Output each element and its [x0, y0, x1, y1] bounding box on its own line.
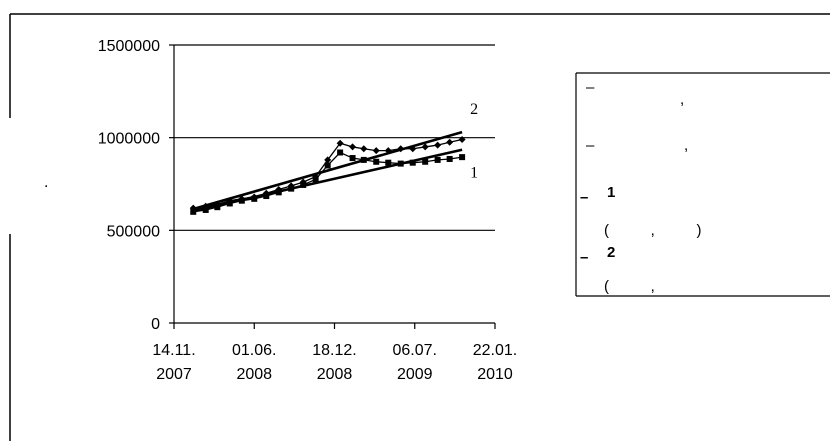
data-point	[263, 193, 270, 200]
data-point	[324, 156, 332, 164]
data-point	[360, 145, 368, 153]
data-point	[421, 143, 429, 151]
x-tick-label: 01.06. 2008	[232, 342, 276, 383]
data-point	[349, 143, 357, 151]
trend-lines	[192, 130, 463, 213]
data-point	[349, 155, 356, 162]
data-point	[434, 141, 442, 149]
data-point	[275, 189, 282, 196]
legend-item-4-detail: ( ,	[604, 278, 655, 295]
series-lines	[189, 136, 466, 215]
data-point	[446, 155, 453, 162]
x-tick-label: 14.11. 2007	[152, 342, 195, 383]
legend-item-2-text: ,	[684, 137, 688, 154]
data-point	[337, 149, 344, 156]
data-point	[384, 147, 392, 155]
y-tick-label: 1500000	[98, 38, 160, 55]
data-point	[324, 162, 331, 169]
legend-item-3-label: 1	[607, 184, 615, 201]
trend-labels: 12	[470, 101, 478, 182]
legend-item-2-dash: –	[586, 137, 595, 154]
data-point	[397, 145, 405, 153]
legend: – , – , – 1 ( , ) – 2 ( ,	[575, 72, 830, 297]
data-point	[238, 197, 245, 204]
data-point	[214, 204, 221, 211]
data-point	[446, 138, 454, 146]
data-point	[458, 136, 466, 144]
data-point	[360, 156, 367, 163]
data-point	[409, 159, 416, 166]
data-point	[300, 181, 307, 188]
x-tick-label: 18.12. 2008	[312, 342, 356, 383]
legend-item-4-label: 2	[607, 244, 615, 261]
x-tick-label: 22.01. 2010	[473, 342, 517, 383]
data-point	[190, 208, 197, 215]
data-point	[312, 176, 319, 183]
data-point	[409, 145, 417, 153]
data-point	[373, 158, 380, 165]
side-mark: .	[44, 174, 48, 191]
data-point	[372, 147, 380, 155]
data-point	[288, 185, 295, 192]
data-point	[459, 154, 466, 161]
legend-item-3-dash: –	[580, 189, 588, 206]
y-tick-label: 1000000	[98, 131, 160, 148]
data-point	[336, 139, 344, 147]
data-point	[434, 156, 441, 163]
data-point	[226, 200, 233, 207]
data-point	[385, 159, 392, 166]
y-tick-label: 500000	[107, 223, 160, 240]
legend-item-1-text: ,	[680, 91, 684, 108]
data-point	[251, 195, 258, 202]
x-tick-label: 06.07. 2009	[393, 342, 437, 383]
trend-line-2	[192, 130, 463, 211]
x-tick-labels: 14.11. 2007 01.06. 2008 18.12. 2008 06.07. 2009…	[152, 342, 517, 383]
legend-item-4-dash: –	[580, 249, 588, 266]
trend-label-1: 1	[470, 165, 478, 182]
trend-line-1	[192, 148, 463, 213]
y-tick-label: 0	[151, 316, 160, 333]
legend-item-3-detail: ( , )	[604, 222, 702, 239]
y-tick-labels: 0 500000 1000000 1500000	[98, 38, 160, 333]
legend-item-1-dash: –	[586, 79, 595, 96]
data-point	[422, 158, 429, 165]
data-point	[202, 206, 209, 213]
axes	[169, 44, 496, 329]
data-point	[397, 160, 404, 167]
trend-label-2: 2	[470, 101, 478, 118]
